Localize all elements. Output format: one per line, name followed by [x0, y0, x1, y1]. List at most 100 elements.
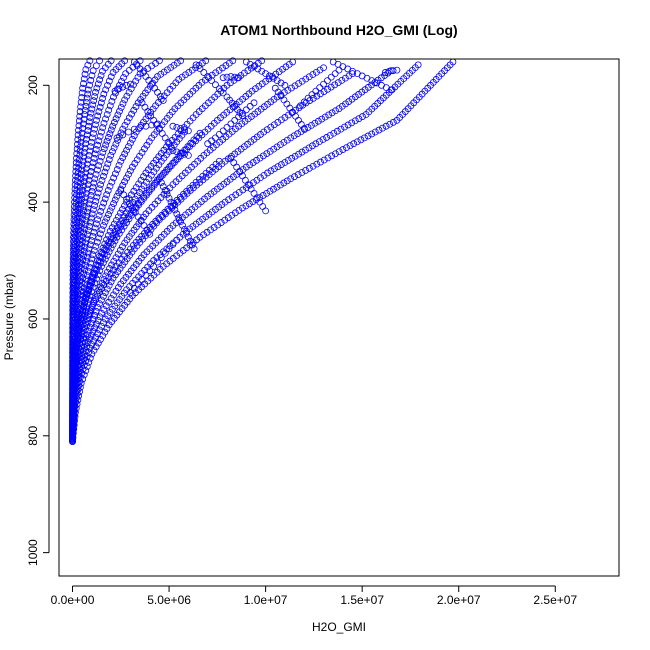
data-point — [338, 76, 346, 84]
data-point — [246, 161, 254, 169]
data-point — [95, 162, 103, 170]
data-point — [107, 126, 115, 134]
data-point — [282, 63, 290, 71]
data-point — [262, 70, 270, 77]
data-point — [104, 160, 112, 168]
x-tick-label: 2.0e+07 — [437, 593, 481, 607]
data-point — [117, 157, 125, 165]
data-point — [198, 59, 206, 67]
data-point — [335, 148, 343, 156]
data-point — [280, 96, 288, 104]
data-point — [88, 279, 96, 287]
data-point — [97, 207, 105, 215]
data-point — [78, 94, 86, 101]
data-point — [221, 216, 229, 224]
data-point — [111, 227, 119, 235]
data-point — [88, 210, 96, 218]
data-point — [223, 123, 231, 131]
data-point — [138, 185, 146, 193]
data-point — [350, 140, 358, 148]
data-point — [118, 216, 126, 224]
data-point — [73, 145, 81, 153]
data-point — [103, 191, 111, 199]
data-point — [127, 167, 134, 175]
data-point — [320, 88, 328, 95]
data-point — [69, 398, 77, 406]
data-point — [98, 177, 106, 184]
data-point — [127, 80, 134, 88]
data-point — [146, 230, 154, 238]
data-point — [114, 284, 122, 291]
data-point — [331, 70, 339, 77]
data-point — [69, 337, 77, 344]
data-point — [242, 106, 250, 114]
data-point — [295, 80, 303, 87]
data-point — [219, 74, 227, 82]
data-point — [288, 154, 296, 162]
data-point — [141, 103, 149, 111]
data-point — [302, 167, 310, 174]
data-point — [215, 130, 223, 138]
data-point — [260, 128, 268, 136]
data-point — [118, 226, 126, 234]
data-point — [125, 88, 133, 96]
data-point — [273, 93, 281, 101]
data-point — [300, 125, 308, 132]
data-point — [161, 249, 169, 257]
data-point — [77, 316, 84, 323]
data-point — [110, 291, 117, 299]
data-point — [271, 165, 278, 173]
data-point — [96, 57, 103, 65]
data-point — [375, 126, 383, 134]
data-point — [311, 119, 319, 127]
axes: 0.0e+00 5.0e+06 1.0e+07 1.5e+07 2.0e+07 2.5e+… — [26, 75, 577, 607]
data-point — [138, 276, 146, 283]
data-point — [232, 191, 240, 199]
data-point — [115, 230, 123, 237]
data-point — [258, 80, 266, 88]
data-point — [69, 319, 77, 327]
data-point — [267, 123, 275, 131]
data-point — [233, 163, 241, 171]
data-point — [71, 363, 78, 370]
data-point — [196, 65, 204, 73]
data-point — [100, 90, 108, 98]
data-point — [97, 99, 105, 107]
data-point — [95, 185, 103, 193]
data-point — [92, 121, 99, 129]
y-tick-label: 400 — [26, 192, 40, 212]
data-point — [90, 154, 98, 162]
data-point — [88, 255, 96, 263]
data-point — [123, 118, 131, 125]
data-point — [107, 270, 115, 278]
data-point — [87, 109, 95, 117]
data-point — [150, 262, 158, 270]
data-point — [182, 71, 189, 79]
data-point — [177, 125, 185, 132]
data-point — [102, 302, 110, 310]
data-point — [229, 57, 237, 65]
data-point — [122, 209, 130, 217]
data-point — [163, 190, 171, 198]
data-point — [91, 93, 98, 100]
data-point — [248, 87, 256, 95]
data-point — [344, 121, 352, 129]
data-point — [215, 85, 223, 93]
data-point — [96, 230, 104, 238]
data-point — [332, 150, 339, 158]
data-point — [183, 229, 190, 237]
data-point — [250, 63, 258, 70]
y-axis-label: Pressure (mbar) — [2, 274, 16, 361]
data-point — [165, 245, 173, 253]
data-point — [90, 97, 98, 105]
data-point — [385, 67, 393, 75]
data-point — [95, 212, 103, 219]
data-point — [98, 226, 106, 234]
data-point — [119, 100, 127, 108]
data-point — [119, 154, 127, 161]
data-point — [177, 218, 185, 226]
data-point — [78, 330, 86, 338]
data-point — [290, 132, 298, 140]
data-point — [97, 258, 104, 266]
data-point — [107, 57, 115, 65]
